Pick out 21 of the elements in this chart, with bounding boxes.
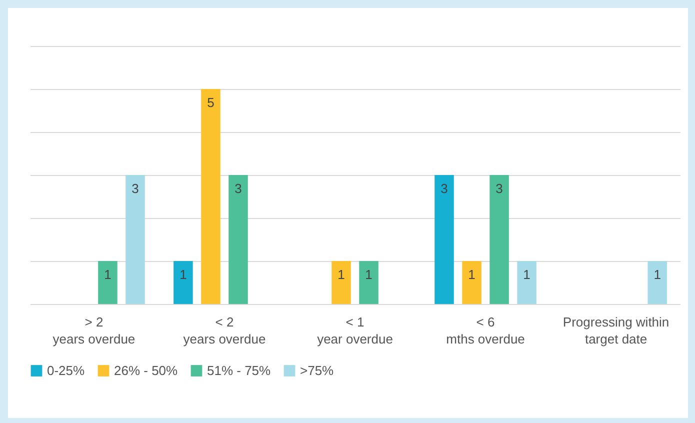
data-label: 5	[207, 95, 214, 110]
data-label: 3	[234, 181, 242, 196]
x-tick-label: < 1 year overdue	[317, 314, 393, 346]
data-label: 1	[523, 267, 530, 282]
legend-label: >75%	[300, 362, 334, 378]
legend-label: 0-25%	[47, 362, 86, 378]
data-label: 1	[468, 267, 476, 282]
data-label: 1	[365, 267, 372, 282]
data-label: 1	[104, 267, 112, 282]
data-label: 3	[440, 181, 448, 196]
x-tick-label: < 6 mths overdue	[446, 314, 525, 346]
data-label: 1	[180, 267, 187, 282]
data-label: 3	[132, 181, 139, 196]
data-label: 1	[654, 267, 661, 282]
legend-label: 51% - 75%	[207, 362, 272, 378]
data-label: 1	[338, 267, 345, 282]
x-tick-label: > 2 years overdue	[52, 314, 136, 346]
x-tick-label: < 2 years overdue	[183, 314, 266, 346]
data-label: 3	[496, 181, 503, 196]
legend-label: 26% - 50%	[114, 362, 178, 378]
x-tick-label: Progressing within target date	[562, 314, 670, 346]
